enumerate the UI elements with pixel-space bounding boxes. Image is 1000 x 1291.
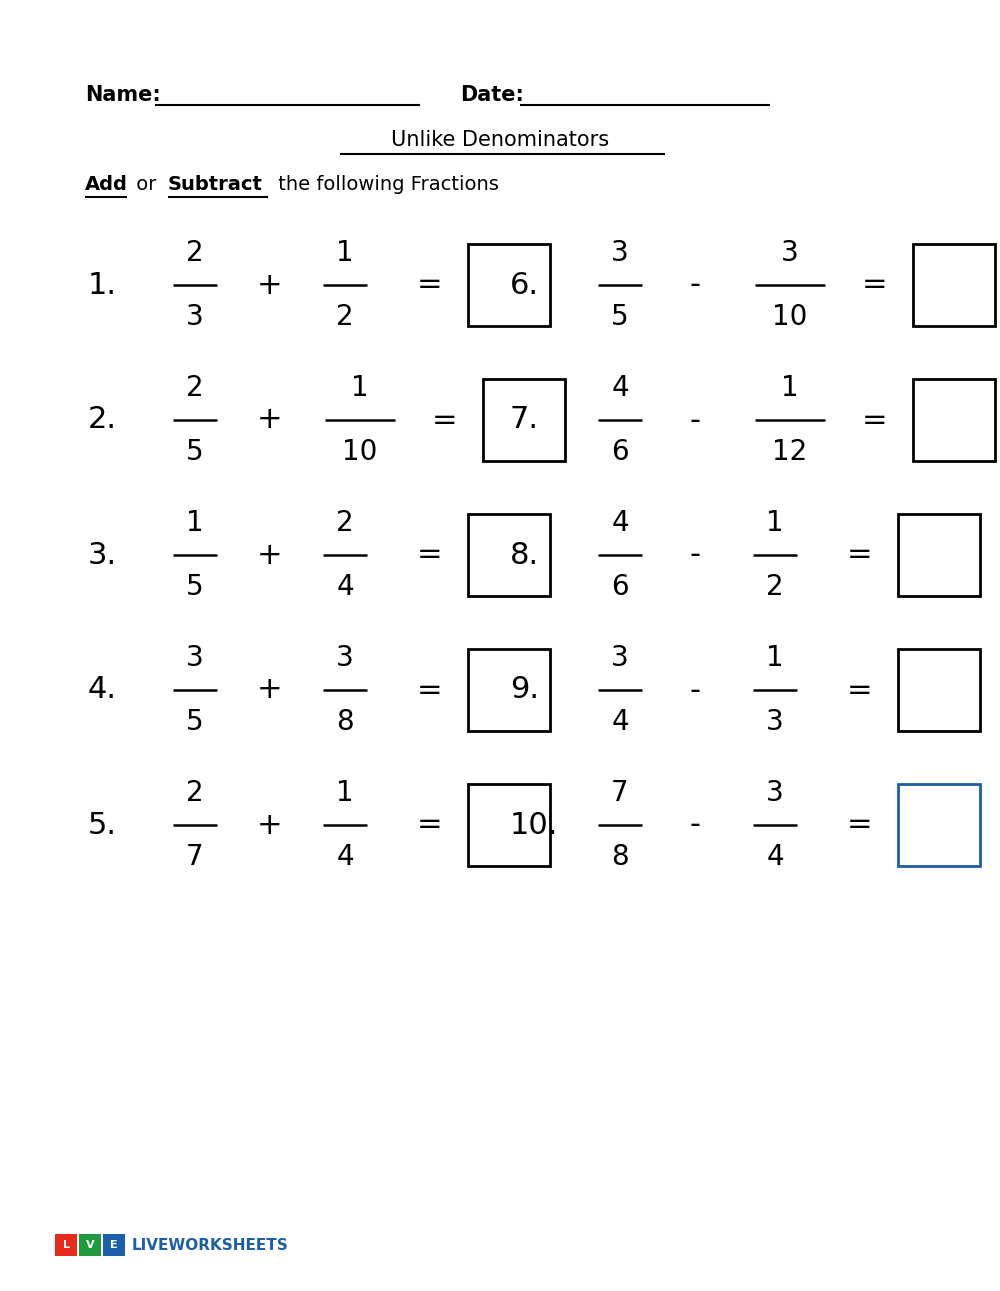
Text: =: = [432, 405, 458, 435]
Text: 9.: 9. [510, 675, 539, 705]
Text: 5: 5 [186, 573, 204, 602]
Text: +: + [257, 811, 283, 839]
Bar [55, 1234, 77, 1256]
Text: 3: 3 [766, 778, 784, 807]
Text: 3: 3 [186, 303, 204, 330]
Text: =: = [847, 541, 873, 569]
Bar [898, 784, 980, 866]
Text: 2: 2 [186, 239, 204, 267]
Text: 7.: 7. [510, 405, 539, 435]
Text: Add: Add [85, 176, 128, 195]
Text: -: - [690, 811, 700, 839]
Text: 7: 7 [611, 778, 629, 807]
Text: 3.: 3. [88, 541, 117, 569]
Text: 10: 10 [772, 303, 808, 330]
Text: 1: 1 [186, 509, 204, 537]
Text: =: = [847, 811, 873, 839]
Text: Subtract: Subtract [168, 176, 263, 195]
Text: 4: 4 [611, 707, 629, 736]
Text: +: + [257, 405, 283, 435]
Text: +: + [257, 271, 283, 300]
Text: 1: 1 [336, 239, 354, 267]
Text: =: = [417, 271, 443, 300]
Text: 3: 3 [766, 707, 784, 736]
Text: =: = [862, 271, 888, 300]
Text: 5.: 5. [88, 811, 117, 839]
Text: =: = [417, 811, 443, 839]
Text: or: or [130, 176, 163, 195]
Text: 4: 4 [766, 843, 784, 871]
Text: 3: 3 [186, 644, 204, 673]
Text: 1.: 1. [88, 271, 117, 300]
Text: 1: 1 [766, 509, 784, 537]
Text: E: E [110, 1239, 118, 1250]
Text: -: - [690, 271, 700, 300]
Text: =: = [847, 675, 873, 705]
Text: =: = [417, 541, 443, 569]
Text: LIVEWORKSHEETS: LIVEWORKSHEETS [132, 1238, 289, 1252]
Text: 2: 2 [186, 374, 204, 402]
Text: 3: 3 [611, 644, 629, 673]
Text: 1: 1 [336, 778, 354, 807]
Text: 10.: 10. [510, 811, 558, 839]
Text: V: V [86, 1239, 94, 1250]
Text: 2: 2 [336, 303, 354, 330]
Text: 2.: 2. [88, 405, 117, 435]
Text: Date:: Date: [460, 85, 524, 105]
Bar [898, 649, 980, 731]
Text: 3: 3 [336, 644, 354, 673]
Text: the following Fractions: the following Fractions [272, 176, 499, 195]
Bar [468, 649, 550, 731]
Text: =: = [862, 405, 888, 435]
Bar [913, 244, 995, 327]
Text: Unlike Denominators: Unlike Denominators [391, 130, 609, 150]
Text: 3: 3 [781, 239, 799, 267]
Text: -: - [690, 405, 700, 435]
Text: 2: 2 [336, 509, 354, 537]
Text: 7: 7 [186, 843, 204, 871]
Text: 6: 6 [611, 573, 629, 602]
Bar [898, 514, 980, 596]
Text: 12: 12 [772, 438, 808, 466]
Text: 5: 5 [611, 303, 629, 330]
Text: 1: 1 [781, 374, 799, 402]
Bar [483, 380, 565, 461]
Text: L: L [62, 1239, 70, 1250]
Text: 10: 10 [342, 438, 378, 466]
Text: 3: 3 [611, 239, 629, 267]
Text: 5: 5 [186, 438, 204, 466]
Text: 2: 2 [186, 778, 204, 807]
Text: 2: 2 [766, 573, 784, 602]
Text: 1: 1 [351, 374, 369, 402]
Text: 6.: 6. [510, 271, 539, 300]
Bar [913, 380, 995, 461]
Text: 4: 4 [611, 374, 629, 402]
Text: 8.: 8. [510, 541, 539, 569]
Text: 4: 4 [611, 509, 629, 537]
Text: 1: 1 [766, 644, 784, 673]
Text: 4.: 4. [88, 675, 117, 705]
Text: Name:: Name: [85, 85, 161, 105]
Text: 5: 5 [186, 707, 204, 736]
Text: 8: 8 [611, 843, 629, 871]
Bar [468, 514, 550, 596]
Text: +: + [257, 675, 283, 705]
Text: 6: 6 [611, 438, 629, 466]
Bar [468, 784, 550, 866]
Text: +: + [257, 541, 283, 569]
Text: 8: 8 [336, 707, 354, 736]
Bar [79, 1234, 101, 1256]
Text: 4: 4 [336, 843, 354, 871]
Bar [468, 244, 550, 327]
Text: 4: 4 [336, 573, 354, 602]
Text: -: - [690, 541, 700, 569]
Bar [103, 1234, 125, 1256]
Text: -: - [690, 675, 700, 705]
Text: =: = [417, 675, 443, 705]
